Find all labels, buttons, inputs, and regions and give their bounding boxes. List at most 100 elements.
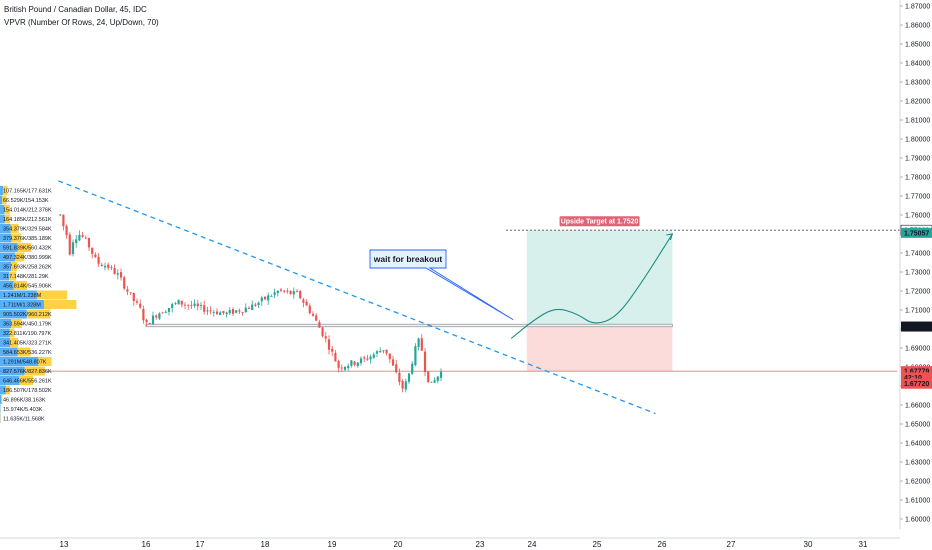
candle-body (59, 214, 62, 216)
time-tick-label: 24 (528, 540, 537, 549)
candle-body (433, 380, 436, 383)
candle-body (427, 371, 430, 383)
candle-body (212, 311, 215, 313)
price-tag-text: 1.70125 (904, 324, 929, 331)
candle-body (353, 361, 356, 365)
candle-body (295, 291, 299, 293)
price-tick-label: 1.66000 (905, 403, 930, 410)
vp-down-bar (3, 186, 8, 195)
price-tick-label: 1.82000 (905, 99, 930, 106)
candle-body (247, 307, 251, 309)
vp-down-bar (17, 347, 31, 357)
breakout-callout (369, 249, 514, 321)
candle-body (238, 310, 241, 312)
candle-body (139, 303, 142, 308)
vp-up-bar (0, 233, 12, 243)
price-tick-label: 1.69000 (905, 346, 930, 353)
candle-body (401, 381, 404, 389)
candle-body (283, 290, 286, 292)
candle-body (267, 295, 270, 301)
vp-down-bar (11, 233, 22, 243)
candle-body (177, 299, 180, 305)
candle-body (276, 290, 279, 294)
time-tick-label: 17 (196, 540, 205, 549)
vp-up-bar (0, 357, 39, 366)
candle-body (286, 290, 289, 292)
candle-body (190, 305, 193, 306)
candle-body (219, 312, 222, 315)
vp-row-label: 1.711M/1.328M (3, 303, 41, 309)
time-tick-label: 25 (593, 540, 602, 549)
vp-row-label: 341.405K/323.271K (3, 341, 52, 347)
time-tick-label: 27 (727, 540, 736, 549)
candle-body (135, 301, 139, 303)
candle-body (129, 292, 132, 294)
vp-up-bar (0, 385, 6, 395)
candle-body (270, 296, 273, 297)
vp-row-label: 584.653K/536.227K (3, 350, 52, 356)
candle-body (100, 264, 103, 267)
candle-body (388, 353, 391, 360)
candle-body (235, 310, 238, 313)
candle-body (356, 362, 359, 366)
candle-body (407, 373, 411, 382)
candle-body (174, 303, 177, 304)
vp-down-bar (11, 262, 18, 271)
candle-body (382, 350, 385, 352)
price-tag-box (901, 321, 932, 332)
vp-row-label: 827.576K/827.836K (3, 369, 52, 375)
vp-down-bar (1, 395, 3, 404)
vp-down-bar (5, 385, 11, 395)
price-tick-label: 1.62000 (905, 479, 930, 486)
time-axis: 13 16 17 18 19 20 23 24 25 26 27 30 31 (0, 537, 900, 549)
vp-down-bar (2, 195, 7, 205)
vp-up-bar (0, 205, 5, 214)
vp-down-bar (19, 376, 34, 385)
vp-up-bar (0, 309, 27, 319)
vp-row-label: 1.291M/548.807K (3, 360, 47, 366)
upside-target-badge (559, 216, 640, 227)
candle-body (132, 292, 135, 302)
volume-profile: 107.165K/177.631K 66.529K/154.153K 154.014… (0, 186, 77, 423)
time-tick-label: 26 (658, 540, 667, 549)
candle-body (116, 273, 119, 275)
candle-body (305, 301, 308, 306)
indicator-title: VPVR (Number Of Rows, 24, Up/Down, 70) (4, 18, 159, 27)
price-tick-label: 1.84000 (905, 61, 930, 68)
candle-body (379, 350, 382, 353)
candle-body (363, 357, 366, 359)
vp-up-bar (0, 366, 25, 376)
candle-body (251, 304, 254, 310)
candle-body (420, 338, 423, 351)
vp-row-label: 107.165K/177.631K (3, 189, 52, 195)
candle-body (123, 277, 126, 289)
vp-row-label: 154.014K/212.376K (3, 208, 52, 214)
candle-body (78, 234, 81, 241)
candle-body (315, 315, 318, 321)
vp-up-bar (0, 347, 18, 357)
candle-body (423, 351, 427, 373)
candle-body (62, 214, 65, 227)
candle-body (343, 366, 347, 370)
chart-legend: British Pound / Canadian Dollar, 45, IDC… (4, 3, 159, 29)
candle-body (436, 376, 439, 381)
price-tick-label: 1.73000 (905, 270, 930, 277)
vp-down-bar (24, 366, 45, 376)
price-tag-box (901, 378, 932, 389)
price-tag-text: 1.67779 (904, 369, 929, 376)
vp-up-bar (0, 328, 10, 338)
candle-body (263, 296, 267, 300)
candle-body (398, 372, 401, 383)
reference-lines (0, 229, 900, 372)
vp-down-bar (9, 271, 17, 281)
position-zones (526, 230, 673, 372)
candle-body (199, 305, 203, 307)
vp-up-bar (0, 252, 15, 262)
vp-row-label: 456.814K/545.906K (3, 284, 52, 290)
time-tick-label: 13 (60, 540, 69, 549)
candle-body (299, 290, 302, 299)
time-tick-label: 20 (394, 540, 403, 549)
vp-up-bar (0, 319, 11, 328)
vp-row-label: 164.185K/212.561K (3, 217, 52, 223)
